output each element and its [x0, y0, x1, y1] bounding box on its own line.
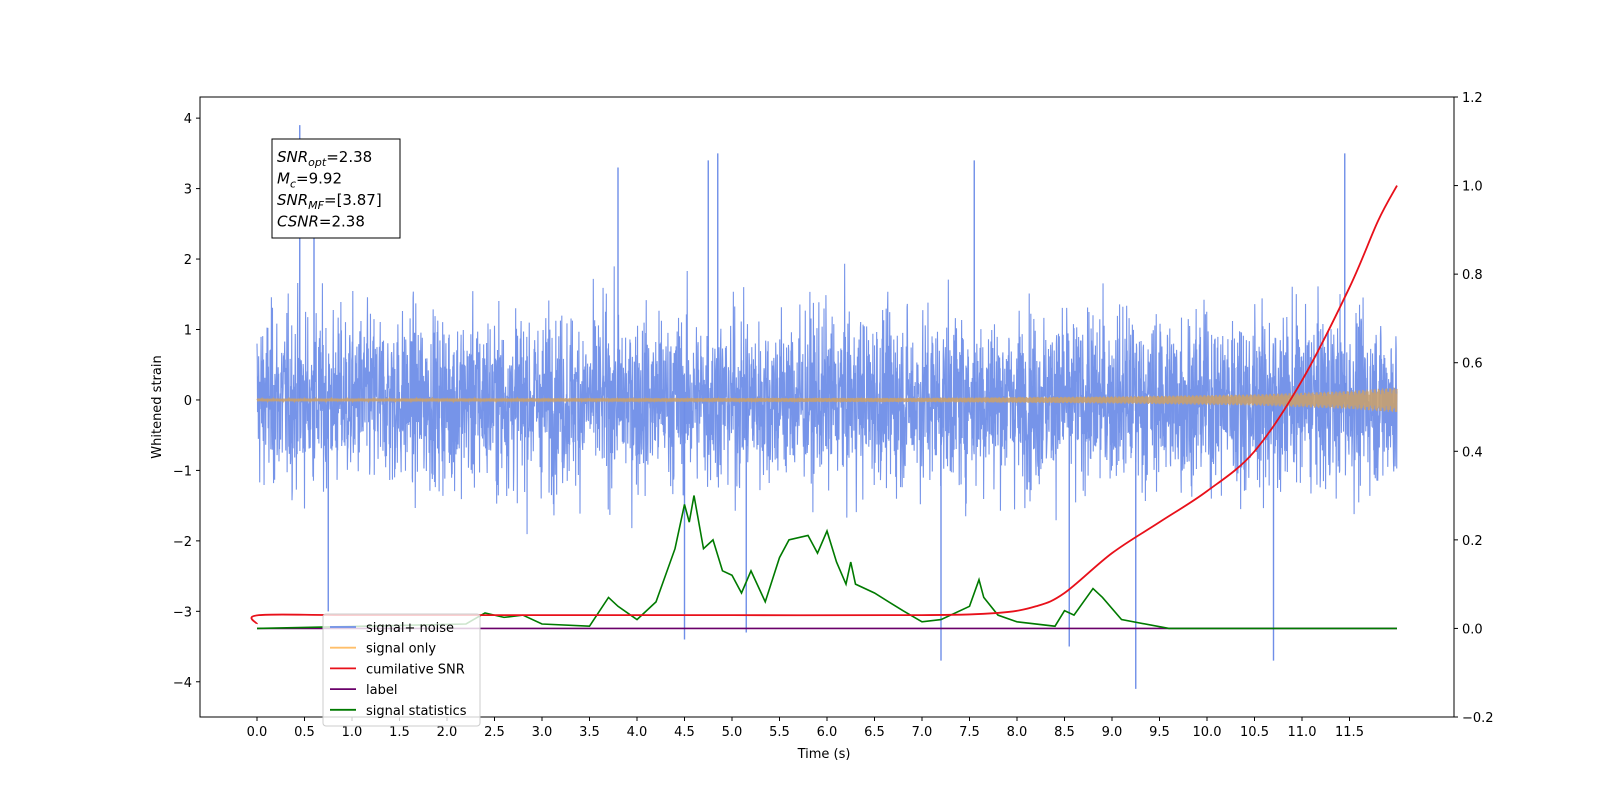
y-axis-left: 4 3 2 1 0 −1 −2 −3 −4	[173, 112, 200, 691]
y2-tick-label: 1.0	[1462, 180, 1483, 195]
y2-tick-label: 0.6	[1462, 357, 1483, 372]
y2-tick-label: 0.8	[1462, 268, 1483, 283]
stats-line: SNRMF=[3.87]	[277, 191, 382, 212]
signal-statistics-line	[256, 495, 1397, 630]
x-tick-label: 6.5	[864, 725, 885, 740]
x-tick-label: 11.5	[1335, 725, 1364, 740]
x-axis: 0.0 0.5 1.0 1.5 2.0 2.5 3.0 3.5 4.0 4.5 5.0 5.5 6.0 6…	[247, 717, 1364, 740]
x-tick-label: 0.5	[294, 725, 315, 740]
y-axis-right: 1.2 1.0 0.8 0.6 0.4 0.2 0.0 −0.2	[1454, 91, 1494, 726]
stats-line: Mc=9.92	[277, 170, 342, 191]
y-axis-label: Whitened strain	[150, 355, 165, 458]
x-tick-label: 2.5	[484, 725, 505, 740]
legend: signal+ noise signal only cumilative SNR la…	[322, 613, 481, 727]
y-tick-label: 0	[184, 394, 192, 409]
signal-noise-series	[256, 125, 1398, 689]
x-tick-label: 1.0	[342, 725, 363, 740]
x-tick-label: 4.5	[674, 725, 695, 740]
x-tick-label: 1.5	[389, 725, 410, 740]
y-tick-label: −2	[173, 535, 192, 550]
y-tick-label: 3	[184, 183, 192, 198]
y-tick-label: −3	[173, 605, 192, 620]
y-tick-label: 1	[184, 324, 192, 339]
y-tick-label: 4	[184, 112, 192, 127]
x-tick-label: 3.5	[579, 725, 600, 740]
y2-tick-label: −0.2	[1462, 711, 1494, 726]
y2-tick-label: 0.0	[1462, 622, 1483, 637]
x-tick-label: 8.0	[1007, 725, 1028, 740]
x-tick-label: 5.5	[769, 725, 790, 740]
legend-label: signal only	[366, 642, 436, 657]
y2-tick-label: 0.2	[1462, 534, 1483, 549]
x-tick-label: 0.0	[247, 725, 268, 740]
x-tick-label: 7.0	[912, 725, 933, 740]
y-tick-label: 2	[184, 253, 192, 268]
stats-line: SNRopt=2.38	[277, 148, 372, 169]
x-tick-label: 4.0	[627, 725, 648, 740]
x-tick-label: 5.0	[722, 725, 743, 740]
x-tick-label: 7.5	[959, 725, 980, 740]
stats-line: CSNR=2.38	[277, 213, 365, 231]
signal-noise-line	[256, 263, 1398, 535]
legend-label: label	[366, 683, 397, 698]
x-axis-label: Time (s)	[797, 747, 851, 762]
x-tick-label: 11.0	[1288, 725, 1317, 740]
x-tick-label: 6.0	[817, 725, 838, 740]
x-tick-label: 10.0	[1193, 725, 1222, 740]
y-tick-label: −1	[173, 464, 192, 479]
y2-tick-label: 1.2	[1462, 91, 1483, 106]
signal-only-line	[256, 387, 1398, 413]
x-tick-label: 9.0	[1102, 725, 1123, 740]
legend-label: cumilative SNR	[366, 662, 465, 677]
y2-tick-label: 0.4	[1462, 445, 1483, 460]
signal-only-series	[256, 387, 1398, 413]
x-tick-label: 8.5	[1054, 725, 1075, 740]
x-tick-label: 2.0	[437, 725, 458, 740]
legend-label: signal statistics	[366, 704, 467, 719]
y-tick-label: −4	[173, 676, 192, 691]
x-tick-label: 9.5	[1149, 725, 1170, 740]
signal-statistics-series	[256, 495, 1397, 630]
x-tick-label: 3.0	[532, 725, 553, 740]
x-tick-label: 10.5	[1240, 725, 1269, 740]
legend-label: signal+ noise	[366, 621, 454, 636]
